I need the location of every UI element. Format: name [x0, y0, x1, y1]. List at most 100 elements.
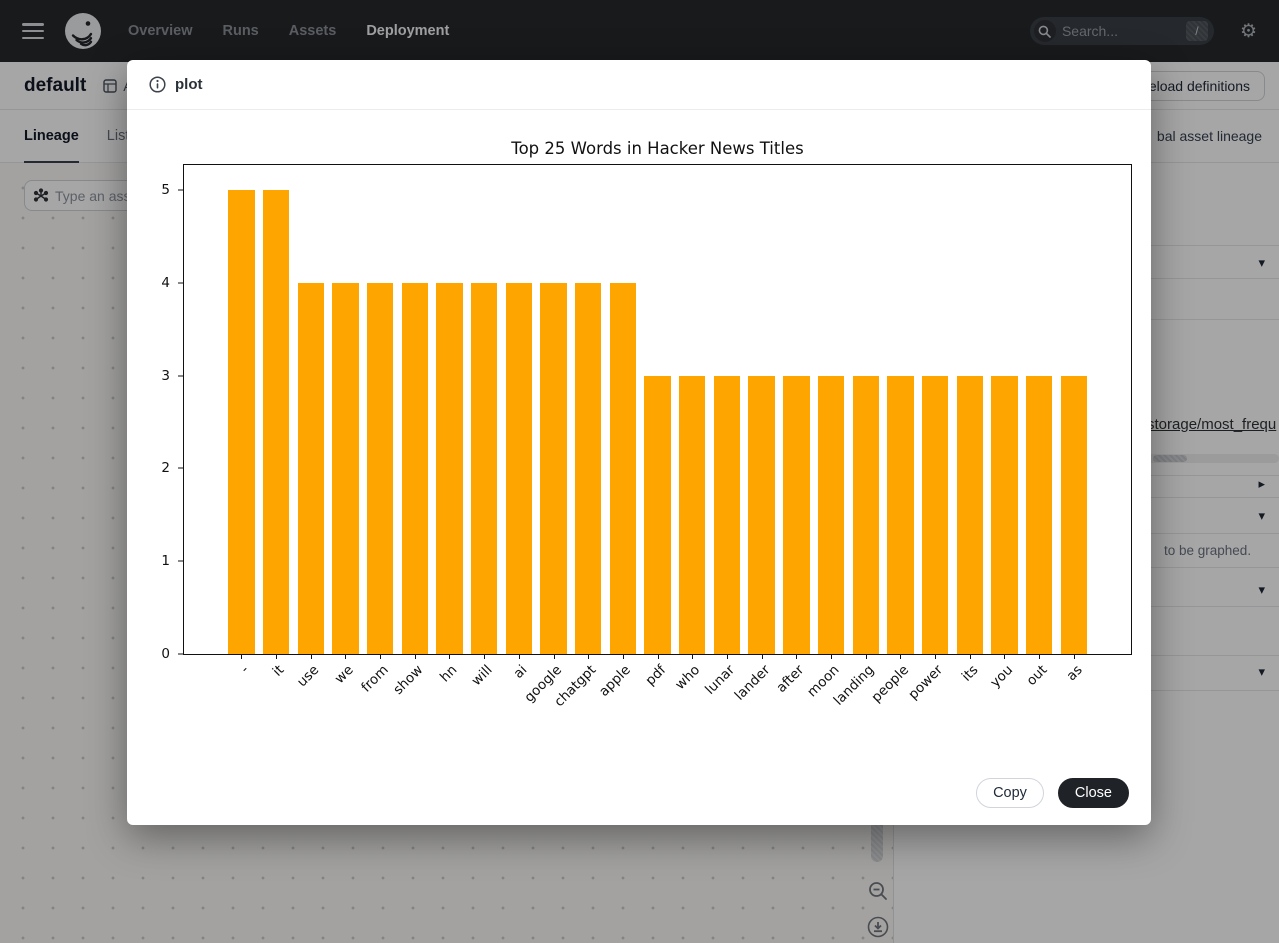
bar-slot: pdf [640, 165, 675, 689]
x-tick-label: who [672, 662, 704, 694]
bar-slot: - [224, 165, 259, 677]
global-asset-lineage-link[interactable]: bal asset lineage [1156, 128, 1262, 144]
nav-item-overview[interactable]: Overview [128, 23, 193, 39]
bar-slot: moon [804, 165, 849, 700]
plot-dialog: plot Top 25 Words in Hacker News Titles … [127, 60, 1151, 825]
x-tick-mark [310, 654, 312, 659]
bar [956, 375, 983, 654]
chevron-down-icon[interactable]: ▾ [1258, 255, 1265, 270]
bar-slot: lander [731, 165, 779, 704]
x-tick-mark [969, 654, 971, 659]
x-tick-label: people [868, 662, 912, 706]
repo-icon [103, 78, 117, 93]
bar [713, 375, 741, 654]
bar-slot: hn [432, 165, 467, 685]
x-tick-mark [622, 654, 624, 659]
bar-slot: people [868, 165, 918, 706]
y-tick-label: 2 [161, 460, 170, 477]
download-image-icon[interactable] [866, 915, 890, 939]
search-icon [1033, 20, 1056, 42]
bar-slot: google [521, 165, 571, 706]
bar [1025, 375, 1053, 654]
scrollbar-thumb[interactable] [1153, 455, 1187, 462]
chevron-down-icon[interactable]: ▾ [1258, 664, 1265, 679]
x-tick-label: after [773, 662, 808, 696]
x-tick-mark [518, 654, 520, 659]
bar-slot: landing [830, 165, 883, 709]
bar [817, 375, 845, 654]
figure: Top 25 Words in Hacker News Titles 0 1 2 3 4… [161, 139, 1132, 710]
horizontal-scrollbar[interactable] [1147, 454, 1279, 463]
x-tick-mark [796, 654, 798, 659]
bar [783, 375, 810, 654]
panel-description-text: to be graphed. [1164, 543, 1252, 558]
y-tick-mark [178, 282, 184, 284]
bar [991, 375, 1018, 654]
dialog-footer: Copy Close [976, 778, 1129, 808]
bar-slot: use [293, 165, 328, 690]
global-search: / [1029, 17, 1214, 45]
x-tick-mark [1039, 654, 1041, 659]
lineage-filter-icon [33, 187, 49, 202]
x-tick-mark [553, 654, 555, 659]
y-tick-label: 5 [161, 182, 170, 199]
x-tick-mark [414, 654, 416, 659]
x-tick-mark [588, 654, 590, 659]
tab-list[interactable]: List [107, 110, 130, 162]
x-tick-mark [380, 654, 382, 659]
bar [401, 282, 428, 654]
dialog-title: plot [175, 76, 203, 93]
x-tick-label: it [269, 662, 288, 680]
chevron-down-icon[interactable]: ▾ [1258, 508, 1265, 523]
materialization-path-link[interactable]: storage/most_frequ [1147, 416, 1277, 433]
active-tab-indicator [24, 161, 79, 163]
chevron-down-icon[interactable]: ▾ [1258, 582, 1265, 597]
bar-slot: out [1022, 165, 1057, 689]
x-tick-mark [692, 654, 694, 659]
nav-item-runs[interactable]: Runs [222, 23, 259, 39]
bar [262, 190, 290, 654]
x-tick-label: pdf [642, 662, 669, 689]
x-tick-mark [1004, 654, 1006, 659]
dialog-header: plot [127, 60, 1151, 110]
bar [921, 375, 949, 654]
bar [228, 190, 255, 654]
bar [332, 282, 359, 654]
x-tick-label: we [331, 662, 357, 688]
bar-slot: who [673, 165, 710, 693]
y-tick-label: 1 [161, 553, 170, 570]
x-tick-label: lander [731, 662, 773, 704]
bar [436, 282, 463, 654]
bar-slot: it [259, 165, 294, 680]
nav-item-assets[interactable]: Assets [288, 23, 337, 39]
x-tick-mark [484, 654, 486, 659]
tab-lineage[interactable]: Lineage [24, 110, 79, 163]
bar [679, 375, 706, 654]
bar [1060, 375, 1088, 654]
zoom-out-icon[interactable] [866, 879, 890, 903]
x-tick-mark [831, 654, 833, 659]
bar [575, 282, 602, 654]
x-tick-mark [449, 654, 451, 659]
x-tick-mark [276, 654, 278, 659]
nav-item-deployment[interactable]: Deployment [366, 23, 450, 39]
y-tick-mark [178, 189, 184, 191]
search-input[interactable] [1055, 23, 1186, 39]
y-tick-mark [178, 560, 184, 562]
dagster-logo-icon[interactable] [64, 12, 102, 50]
x-tick-mark [1073, 654, 1075, 659]
bar [609, 282, 637, 654]
bar [852, 375, 879, 654]
bar [505, 282, 533, 654]
x-tick-label: show [390, 662, 427, 698]
y-tick-label: 3 [161, 367, 170, 384]
bar-slot: after [774, 165, 814, 696]
menu-icon[interactable] [22, 23, 44, 39]
y-axis: 0 1 2 3 4 5 [140, 165, 184, 662]
tab-list-label: List [106, 128, 130, 144]
top-nav: Overview Runs Assets Deployment / ⚙ [0, 0, 1279, 62]
gear-icon[interactable]: ⚙ [1239, 20, 1257, 42]
close-button[interactable]: Close [1057, 778, 1129, 808]
chevron-right-icon[interactable]: ▸ [1258, 476, 1265, 491]
copy-button[interactable]: Copy [976, 778, 1044, 808]
